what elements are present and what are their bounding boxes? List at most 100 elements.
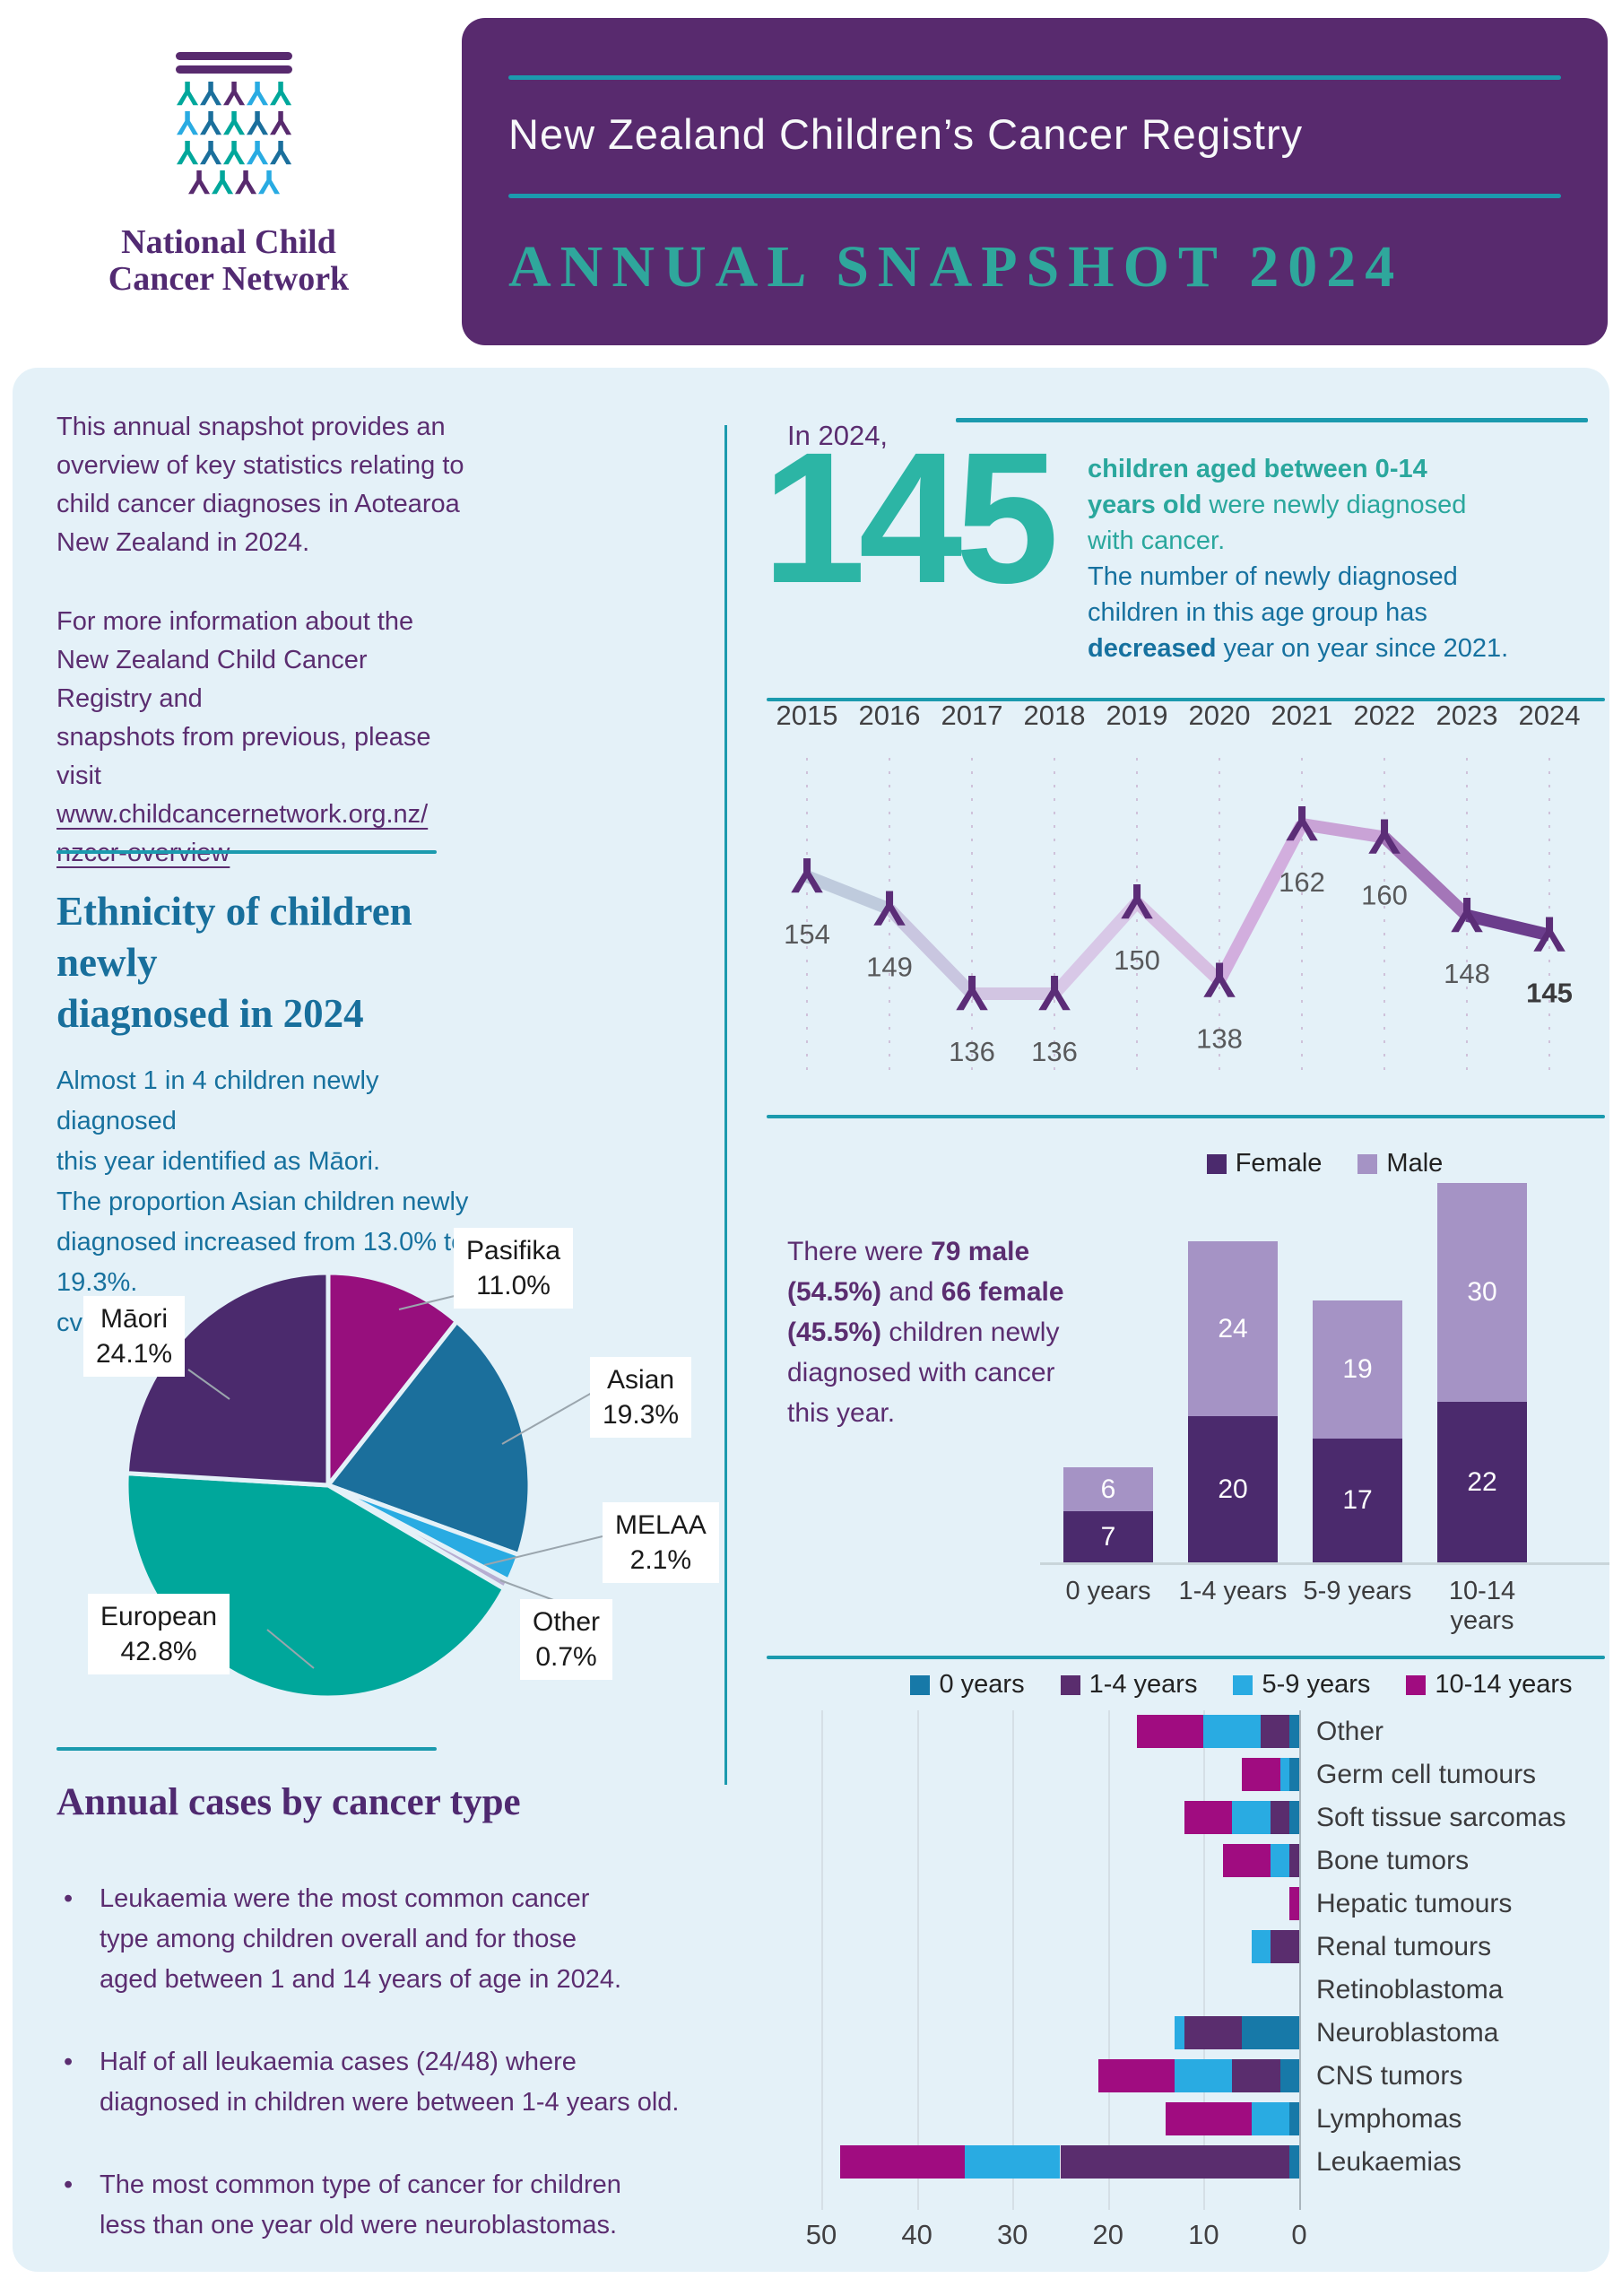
gridline-50 [821, 1710, 823, 2210]
trend-segment [1300, 818, 1386, 844]
legend-swatch [1233, 1674, 1253, 1695]
legend-label: 10-14 years [1435, 1670, 1573, 1699]
gridline-0 [1299, 1710, 1301, 2210]
male-segment: 6 [1063, 1467, 1153, 1511]
legend-item-1-4years: 1-4 years [1060, 1670, 1198, 1700]
logo-name-line2: Cancer Network [108, 260, 350, 298]
legend-swatch [1206, 1153, 1227, 1174]
female-segment: 20 [1188, 1416, 1278, 1562]
registry-link[interactable]: www.childcancernetwork.org.nz/ nzccr-ove… [56, 800, 429, 867]
bar-segment-5-9years [1251, 1930, 1271, 1963]
column-10-14years: 30 22 [1437, 1183, 1527, 1562]
cases-heading: Annual cases by cancer type [56, 1781, 521, 1823]
year-tick-label: 2021 [1271, 700, 1333, 731]
registry-title: New Zealand Children’s Cancer Registry [508, 110, 1304, 158]
trend-value-label: 138 [1196, 1022, 1243, 1054]
pie-slice-mori [124, 1270, 331, 1488]
female-segment: 7 [1063, 1511, 1153, 1562]
person-marker-icon: Y [1285, 796, 1318, 852]
column-category-label: 10-14 years [1448, 1577, 1516, 1635]
year-tick-label: 2016 [859, 700, 921, 731]
trend-segment [804, 870, 892, 916]
bar-segment-5-9years [1251, 2102, 1290, 2135]
pie-leader-line [501, 1392, 593, 1445]
pie-leader-line [266, 1629, 315, 1669]
year-tick-label: 2024 [1519, 700, 1581, 731]
gridline-20 [1107, 1710, 1110, 2210]
bar-category-label: Soft tissue sarcomas [1316, 1803, 1566, 1832]
bar-segment-1-4years [1271, 1801, 1290, 1834]
bar-segment-5-9years [964, 2145, 1061, 2179]
year-tick-label: 2017 [941, 700, 1003, 731]
logo-tally-row: YYYY [167, 162, 301, 200]
axis-tick-label: 50 [805, 2219, 837, 2250]
stat-description: children aged between 0-14 years old wer… [1088, 451, 1599, 666]
legend-swatch [1406, 1674, 1427, 1695]
year-tick-label: 2020 [1189, 700, 1251, 731]
bar-segment-10-14years [1184, 1801, 1233, 1834]
legend-label: 1-4 years [1089, 1670, 1198, 1699]
pie-leader-line [499, 1579, 557, 1602]
text-segment: There were [787, 1237, 932, 1266]
big-number-145: 145 [762, 414, 1059, 622]
trend-value-label: 149 [866, 952, 913, 983]
text-segment: were newly diagnosed with cancer. [1088, 491, 1467, 555]
column-category-label: 5-9 years [1303, 1577, 1412, 1605]
divider [767, 1656, 1605, 1659]
trend-segment [884, 904, 977, 998]
person-icon: Y [199, 74, 222, 111]
person-icon: Y [176, 133, 199, 170]
bar-segment-0years [1289, 2102, 1299, 2135]
logo-bar-icon [176, 52, 292, 60]
bar-segment-1-4years [1232, 2059, 1280, 2092]
gridline-40 [916, 1710, 919, 2210]
trend-line-chart: 2015 2016 2017 2018 2019 2020 2021 2022 2023 2024… [762, 619, 1609, 1094]
person-icon: Y [199, 133, 222, 170]
year-tick-label: 2019 [1106, 700, 1168, 731]
bar-category-label: Leukaemias [1316, 2147, 1462, 2177]
header-banner: New Zealand Children’s Cancer Registry A… [462, 18, 1608, 345]
trend-value-label: 148 [1444, 958, 1490, 989]
year-tick-label: 2015 [776, 700, 838, 731]
text-segment: 66 female (45.5%) [787, 1277, 1064, 1347]
vertical-divider [724, 425, 727, 1785]
person-icon: Y [257, 162, 281, 200]
bar-segment-1-4years [1060, 2145, 1290, 2179]
person-marker-icon: Y [1202, 952, 1236, 1008]
trend-svg: 2015 2016 2017 2018 2019 2020 2021 2022 2023 2024… [776, 700, 1581, 1072]
bar-segment-0years [1289, 1801, 1299, 1834]
cases-bullet-list: Leukaemia were the most common cancer ty… [56, 1879, 783, 2288]
person-icon: Y [211, 162, 234, 200]
bar-category-label: Other [1316, 1717, 1384, 1746]
divider [956, 418, 1588, 422]
bar-segment-10-14years [1098, 2059, 1175, 2092]
year-tick-label: 2023 [1436, 700, 1498, 731]
bar-category-label: Neuroblastoma [1316, 2018, 1499, 2048]
person-marker-icon: Y [790, 848, 823, 904]
divider [56, 1747, 437, 1751]
male-segment: 30 [1437, 1183, 1527, 1402]
cases-bullet: Leukaemia were the most common cancer ty… [56, 1879, 783, 2000]
bar-segment-1-4years [1261, 1715, 1290, 1748]
ethnicity-heading: Ethnicity of children newly diagnosed in… [56, 889, 412, 1036]
bar-segment-0years [1279, 2059, 1299, 2092]
logo-name-line1: National Child [121, 223, 336, 261]
bar-segment-10-14years [840, 2145, 965, 2179]
bar-category-label: Retinoblastoma [1316, 1975, 1504, 2005]
legend-item-10-14years: 10-14 years [1406, 1670, 1573, 1700]
bar-category-label: CNS tumors [1316, 2061, 1463, 2091]
pie-leader-line [398, 1293, 463, 1310]
pie-label: European 42.8% [88, 1594, 230, 1674]
ethnicity-paragraph: Almost 1 in 4 children newly diagnosed t… [56, 1066, 469, 1337]
bar-segment-10-14years [1242, 1758, 1280, 1791]
text-segment: year on year since 2021. [1216, 634, 1509, 663]
trend-segment [1465, 909, 1551, 942]
column-category-label: 0 years [1065, 1577, 1151, 1605]
logo-wordmark: National Child Cancer Network [49, 224, 408, 298]
text-segment: 79 male (54.5%) [787, 1237, 1030, 1307]
pie-label: MELAA 2.1% [603, 1502, 719, 1583]
nccn-logo: YYYYY YYYYY YYYYY YYYY [167, 52, 301, 200]
text-segment: The number of newly diagnosed children i… [1088, 562, 1458, 627]
